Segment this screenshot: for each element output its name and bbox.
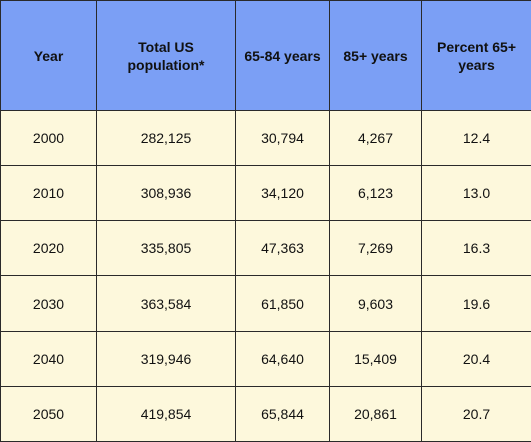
cell-percent-65-plus: 16.3 (421, 220, 531, 277)
cell-85-plus-years: 4,267 (329, 109, 422, 167)
cell-65-84-years: 65,844 (235, 385, 330, 442)
cell-65-84-years: 34,120 (235, 165, 330, 222)
cell-percent-65-plus: 20.7 (421, 385, 531, 442)
cell-85-plus-years: 6,123 (329, 165, 422, 222)
cell-85-plus-years: 20,861 (329, 385, 422, 442)
table-row: 2010 308,936 34,120 6,123 13.0 (0, 165, 531, 222)
cell-percent-65-plus: 19.6 (421, 275, 531, 332)
cell-year: 2000 (0, 109, 97, 167)
cell-total-population: 308,936 (96, 165, 236, 222)
cell-85-plus-years: 7,269 (329, 220, 422, 277)
cell-total-population: 335,805 (96, 220, 236, 277)
header-total-population: Total US population* (96, 0, 236, 111)
table-row: 2020 335,805 47,363 7,269 16.3 (0, 220, 531, 277)
cell-year: 2020 (0, 220, 97, 277)
cell-percent-65-plus: 12.4 (421, 109, 531, 167)
table-row: 2000 282,125 30,794 4,267 12.4 (0, 109, 531, 167)
header-65-84-years: 65-84 years (235, 0, 330, 111)
table-row: 2050 419,854 65,844 20,861 20.7 (0, 385, 531, 442)
cell-65-84-years: 30,794 (235, 109, 330, 167)
cell-85-plus-years: 9,603 (329, 275, 422, 332)
header-85-plus-years: 85+ years (329, 0, 422, 111)
cell-65-84-years: 64,640 (235, 330, 330, 387)
cell-year: 2030 (0, 275, 97, 332)
cell-total-population: 363,584 (96, 275, 236, 332)
cell-year: 2050 (0, 385, 97, 442)
table-row: 2030 363,584 61,850 9,603 19.6 (0, 275, 531, 332)
cell-year: 2010 (0, 165, 97, 222)
cell-year: 2040 (0, 330, 97, 387)
table-row: 2040 319,946 64,640 15,409 20.4 (0, 330, 531, 387)
cell-total-population: 319,946 (96, 330, 236, 387)
header-year: Year (0, 0, 97, 111)
cell-percent-65-plus: 13.0 (421, 165, 531, 222)
header-row: Year Total US population* 65-84 years 85… (0, 0, 531, 111)
header-percent-65-plus: Percent 65+ years (421, 0, 531, 111)
cell-85-plus-years: 15,409 (329, 330, 422, 387)
cell-total-population: 419,854 (96, 385, 236, 442)
cell-percent-65-plus: 20.4 (421, 330, 531, 387)
cell-total-population: 282,125 (96, 109, 236, 167)
cell-65-84-years: 61,850 (235, 275, 330, 332)
cell-65-84-years: 47,363 (235, 220, 330, 277)
